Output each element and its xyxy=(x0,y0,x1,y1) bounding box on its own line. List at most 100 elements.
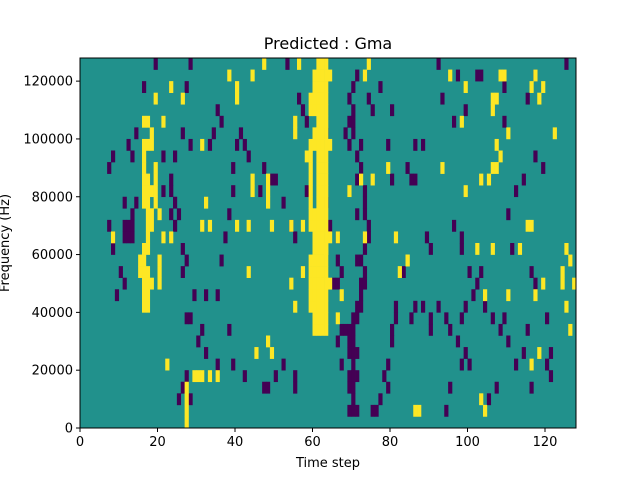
heatmap-cell-high xyxy=(312,219,317,232)
heatmap-cell-high xyxy=(157,254,162,267)
heatmap-cell-low xyxy=(359,162,364,174)
heatmap-cell-high xyxy=(142,185,147,198)
heatmap-cell-high xyxy=(289,277,294,290)
heatmap-cell-high xyxy=(184,393,189,406)
heatmap-cell-low xyxy=(421,138,426,151)
heatmap-cell-high xyxy=(246,266,251,278)
heatmap-cell-high xyxy=(138,254,143,267)
heatmap-cell-high xyxy=(316,231,321,244)
heatmap-cell-high xyxy=(328,277,333,290)
heatmap-cell-low xyxy=(196,335,201,348)
heatmap-cell-high xyxy=(184,381,189,394)
heatmap-cell-high xyxy=(157,266,162,278)
heatmap-cell-low xyxy=(122,231,127,244)
heatmap-cell-high xyxy=(320,69,325,82)
heatmap-cell-high xyxy=(161,115,166,128)
heatmap-cell-low xyxy=(184,81,189,93)
heatmap-cell-high xyxy=(312,277,317,290)
heatmap-cell-low xyxy=(262,381,267,394)
heatmap-cell-low xyxy=(359,277,364,290)
heatmap-cell-high xyxy=(269,347,275,359)
heatmap-cell-low xyxy=(459,358,464,371)
heatmap-cell-low xyxy=(355,404,360,417)
heatmap-cell-low xyxy=(444,312,449,325)
heatmap-cell-low xyxy=(355,312,360,325)
heatmap-cell-low xyxy=(242,370,247,383)
plot-area xyxy=(79,57,577,429)
heatmap-cell-high xyxy=(324,196,329,209)
heatmap-cell-low xyxy=(304,115,309,128)
heatmap-cell-low xyxy=(378,393,383,406)
heatmap-cell-low xyxy=(227,208,232,221)
heatmap-cell-low xyxy=(328,219,333,232)
heatmap-cell-high xyxy=(320,58,325,70)
heatmap-cell-high xyxy=(529,358,534,371)
heatmap-cell-low xyxy=(335,254,340,267)
heatmap-cell-low xyxy=(471,289,476,302)
heatmap-cell-low xyxy=(227,323,232,336)
heatmap-cell-high xyxy=(324,219,329,232)
heatmap-cell-high xyxy=(362,231,368,244)
heatmap-cell-low xyxy=(293,231,298,244)
heatmap-cell-high xyxy=(312,208,317,221)
heatmap-cell-high xyxy=(324,312,329,325)
x-tick-label: 120 xyxy=(533,435,558,450)
heatmap-cell-high xyxy=(324,243,329,255)
heatmap-cell-high xyxy=(316,254,321,267)
heatmap-cell-high xyxy=(370,173,375,186)
heatmap-cell-high xyxy=(324,266,329,278)
heatmap-cell-low xyxy=(118,266,123,278)
chart-title: Predicted : Gma xyxy=(264,34,392,53)
heatmap-cell-high xyxy=(479,173,484,186)
heatmap-cell-high xyxy=(475,243,480,255)
heatmap-cell-low xyxy=(204,347,209,359)
y-axis: 0 20000 40000 60000 80000 100000 120000 xyxy=(23,75,80,437)
heatmap-cell-high xyxy=(145,185,151,198)
heatmap-cell-low xyxy=(134,127,139,140)
heatmap-cell-high xyxy=(145,173,151,186)
heatmap-cell-low xyxy=(293,381,298,394)
heatmap-cell-high xyxy=(200,219,205,232)
heatmap-cell-high xyxy=(320,208,325,221)
heatmap-cell-high xyxy=(320,150,325,163)
heatmap-cell-low xyxy=(440,92,445,105)
heatmap-cell-low xyxy=(258,185,263,198)
heatmap-cell-high xyxy=(308,162,313,174)
heatmap-cell-high xyxy=(312,300,317,313)
heatmap-cell-high xyxy=(149,219,154,232)
heatmap-cell-high xyxy=(320,138,325,151)
heatmap-cell-high xyxy=(552,127,557,140)
heatmap-cell-low xyxy=(235,138,240,151)
heatmap-cell-low xyxy=(231,162,236,174)
x-tick-label: 60 xyxy=(304,435,321,450)
heatmap-cell-low xyxy=(351,127,356,140)
heatmap-cell-low xyxy=(564,58,569,70)
heatmap-cell-low xyxy=(347,404,352,417)
heatmap-cell-low xyxy=(548,370,554,383)
heatmap-cell-low xyxy=(355,254,360,267)
heatmap-cell-high xyxy=(266,173,271,186)
heatmap-cell-high xyxy=(324,323,329,336)
x-tick-label: 80 xyxy=(382,435,399,450)
heatmap-cell-high xyxy=(506,289,511,302)
heatmap-cell-low xyxy=(533,277,538,290)
heatmap-cell-high xyxy=(316,208,321,221)
heatmap-cell-high xyxy=(324,208,329,221)
heatmap-cell-low xyxy=(134,196,139,209)
heatmap-cell-low xyxy=(207,138,213,151)
heatmap-cell-low xyxy=(541,162,546,174)
heatmap-cell-low xyxy=(219,115,224,128)
heatmap-cell-high xyxy=(568,323,573,336)
heatmap-cell-high xyxy=(320,254,325,267)
heatmap-cell-low xyxy=(180,243,185,255)
heatmap-cell-low xyxy=(355,150,360,163)
heatmap-cell-low xyxy=(362,266,368,278)
heatmap-cell-low xyxy=(339,358,344,371)
heatmap-cell-low xyxy=(281,196,286,209)
heatmap-cell-low xyxy=(455,69,461,82)
heatmap-cell-high xyxy=(320,115,325,128)
heatmap-cell-low xyxy=(114,289,120,302)
heatmap-cell-high xyxy=(250,185,255,198)
heatmap-cell-low xyxy=(514,185,519,198)
heatmap-cell-high xyxy=(320,104,325,117)
